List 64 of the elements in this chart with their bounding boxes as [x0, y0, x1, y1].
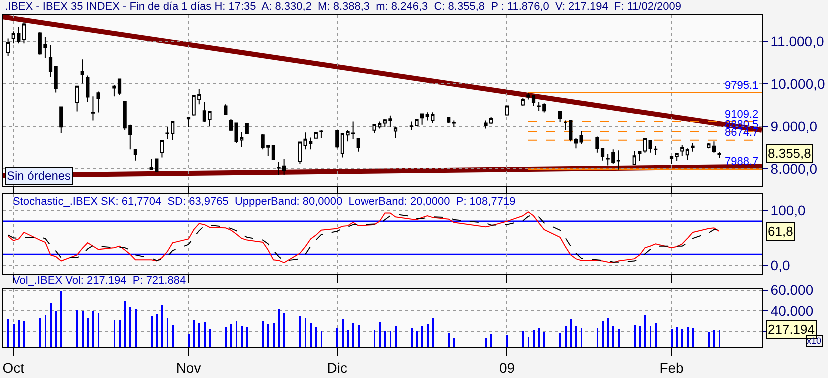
chart-title: Stochastic_.IBEX SK: 61,7704 SD: 63,9765 UppperBand: 80,0000 LowerBand: 20,0000 P: 108,7719	[13, 196, 516, 208]
y-tick-label: 60.000	[770, 282, 814, 298]
candlestick	[394, 126, 398, 139]
y-tick-label: 100,0	[770, 202, 806, 218]
candlestick	[320, 130, 324, 139]
candlestick	[712, 141, 716, 154]
text: 217.194	[768, 322, 815, 337]
candlestick	[686, 148, 690, 160]
chart-title: .IBEX - IBEX 35 INDEX - Fin de día 1 días H: 17:35 A: 8.330,2 M: 8.388,3 m: 8.246,3 C: 8.355,8 P : 11.876,0 V: 217.194 F: 11/02/2009	[5, 1, 682, 13]
candlestick	[186, 116, 191, 128]
candlestick	[638, 150, 642, 162]
candlestick	[558, 110, 562, 123]
candlestick	[675, 153, 679, 162]
y-tick-label: 10.000,0	[770, 76, 826, 92]
candlestick	[160, 140, 164, 158]
candlestick	[86, 75, 90, 103]
y-tick-label: 11.000,0	[770, 34, 824, 50]
text: 8.355,8	[768, 146, 812, 161]
candlestick	[22, 22, 26, 44]
candlestick	[654, 146, 658, 156]
candlestick	[707, 142, 711, 150]
x-tick-label: Dic	[327, 360, 348, 376]
candlestick	[272, 145, 276, 160]
candlestick	[670, 156, 674, 165]
candlestick	[616, 150, 620, 170]
candlestick	[54, 66, 58, 94]
x-tick-label: Nov	[176, 360, 202, 376]
candlestick	[691, 142, 695, 152]
candlestick	[420, 114, 424, 126]
candlestick	[314, 132, 318, 139]
candlestick	[336, 130, 340, 150]
x-tick-label: Feb	[660, 360, 684, 376]
candlestick	[718, 152, 722, 159]
candlestick	[80, 59, 84, 84]
y-tick-label: 9.000,0	[770, 118, 818, 134]
candlestick	[48, 44, 53, 78]
candlestick	[680, 144, 684, 157]
candlestick	[76, 86, 80, 112]
candlestick	[96, 91, 100, 114]
text: 61,8	[768, 224, 794, 239]
annotation: Sin órdenes	[7, 169, 72, 183]
candlestick	[6, 38, 10, 57]
x-tick-label: 09	[499, 360, 516, 376]
candlestick	[447, 116, 451, 124]
chart-title: Vol_.IBEX Vol: 217.194 P: 721.884	[13, 275, 186, 287]
candlestick	[632, 150, 636, 166]
candlestick	[60, 106, 64, 134]
x-tick-label: Oct	[2, 360, 25, 376]
candlestick	[356, 138, 360, 152]
candlestick	[521, 98, 525, 107]
candlestick	[134, 149, 138, 162]
candlestick	[224, 104, 228, 116]
text: x10	[807, 336, 822, 346]
candlestick	[452, 120, 456, 128]
candlestick	[91, 96, 96, 122]
candlestick	[569, 120, 573, 142]
ref-line-label: 9109.2	[725, 109, 759, 121]
candlestick	[564, 120, 568, 131]
y-tick-label: 0,0	[770, 258, 790, 274]
y-tick-label: 8.000,0	[770, 160, 818, 177]
candlestick	[505, 106, 510, 116]
candlestick	[245, 123, 249, 136]
ref-line-label: 9795.1	[725, 80, 759, 92]
y-tick-label: 40.000	[770, 302, 814, 319]
